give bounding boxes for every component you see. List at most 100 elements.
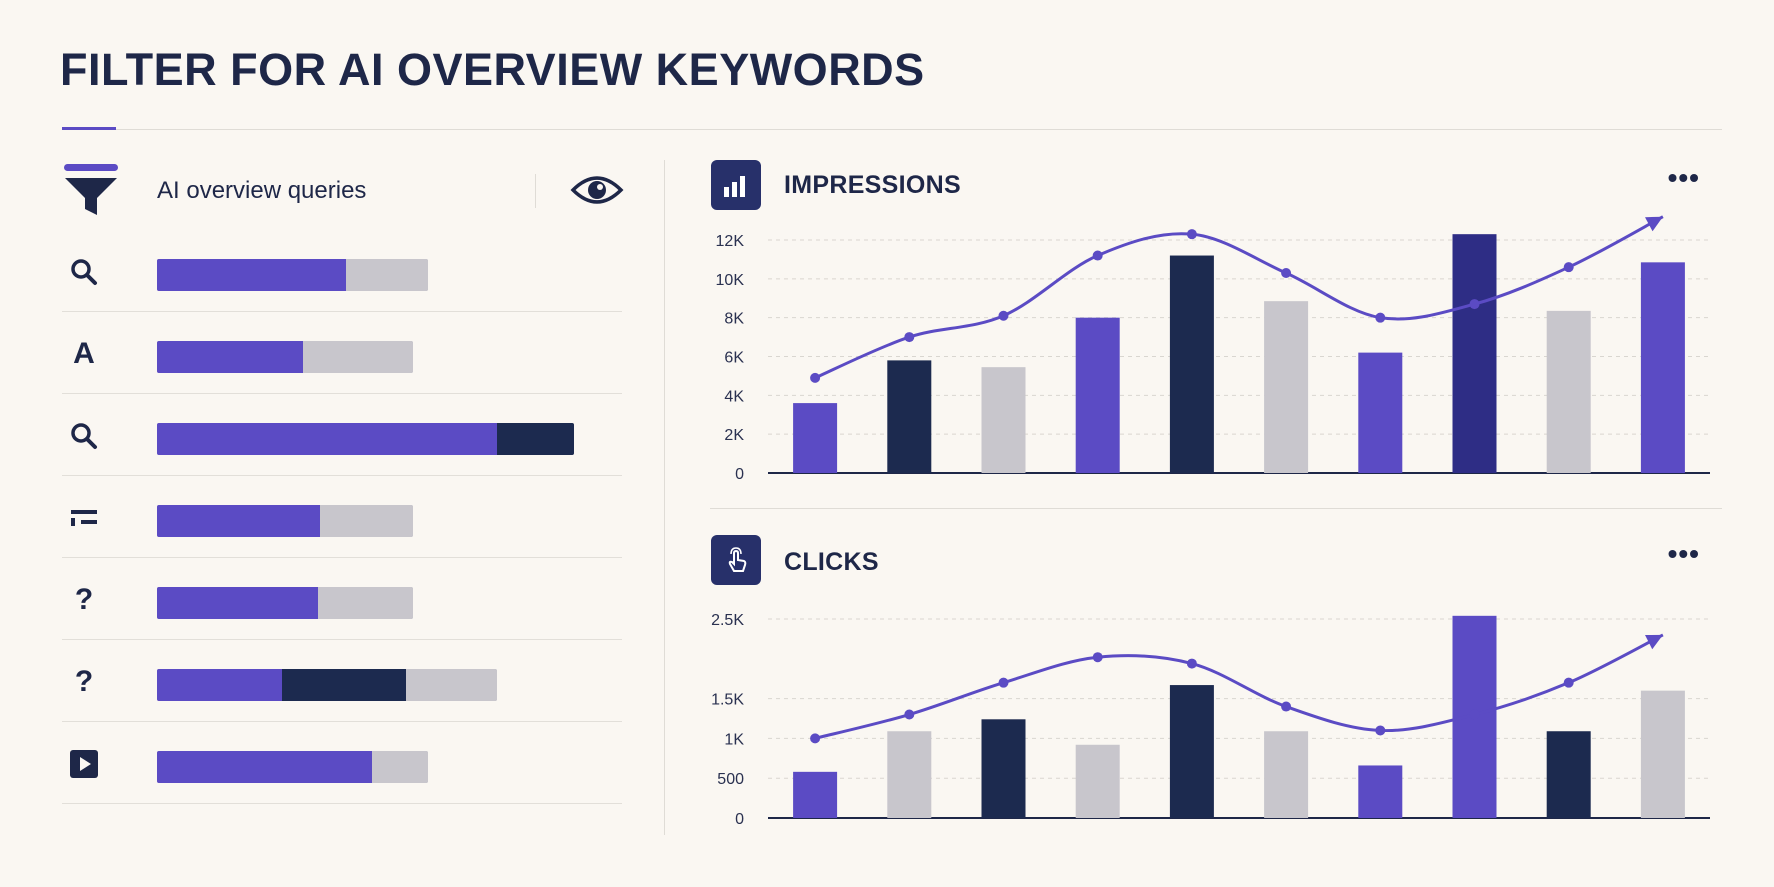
trend-point — [1375, 725, 1386, 736]
filter-header: AI overview queries — [62, 150, 624, 230]
trend-point — [998, 310, 1009, 321]
bar — [887, 731, 932, 818]
trend-arrowhead — [1645, 216, 1663, 232]
y-tick-label: 10K — [716, 272, 745, 289]
bar — [887, 360, 932, 473]
bar-segment — [157, 341, 304, 373]
filter-label: AI overview queries — [157, 177, 367, 204]
question-icon: ? — [74, 665, 94, 698]
y-tick-label: 1K — [724, 731, 744, 748]
bar-segment — [320, 505, 413, 537]
search-icon — [66, 254, 102, 290]
row-divider — [62, 803, 622, 804]
query-row[interactable]: A — [62, 312, 622, 394]
query-row[interactable] — [62, 722, 622, 804]
bar — [1075, 744, 1120, 818]
bar — [1452, 234, 1497, 473]
bar-segment — [318, 587, 413, 619]
y-tick-label: 1.5K — [711, 692, 744, 709]
bar-segment — [303, 341, 413, 373]
bar-segment — [157, 423, 497, 455]
bar-segment — [157, 669, 282, 701]
row-divider — [62, 475, 622, 476]
bar — [1358, 765, 1403, 818]
bar — [1546, 310, 1591, 473]
title-accent-bar — [62, 127, 116, 130]
query-row[interactable] — [62, 476, 622, 558]
trend-point — [1563, 677, 1574, 688]
row-divider — [62, 639, 622, 640]
bar-segment — [157, 259, 347, 291]
impressions-panel: IMPRESSIONS ••• 0 2K 4K 6K 8K 10K 12K — [710, 150, 1720, 500]
bar — [793, 771, 838, 818]
y-tick-label: 0 — [735, 811, 744, 828]
more-menu-button[interactable]: ••• — [1667, 538, 1700, 569]
search-icon — [66, 418, 102, 454]
question-icon: ? — [74, 583, 94, 616]
bar-segment — [281, 669, 407, 701]
trend-point — [904, 709, 915, 720]
trend-point — [1092, 250, 1103, 261]
bar — [1169, 255, 1214, 473]
query-row[interactable]: ? — [62, 558, 622, 640]
row-divider — [62, 393, 622, 394]
trend-point — [904, 332, 915, 343]
trend-point — [810, 372, 821, 383]
query-bar — [157, 587, 413, 619]
chart-title: CLICKS — [784, 548, 879, 576]
clicks-chart: 0 500 1K 1.5K 2.5K — [711, 612, 1710, 828]
trend-point — [1375, 312, 1386, 323]
trend-point — [998, 677, 1009, 688]
video-play-icon — [66, 746, 102, 782]
trend-point — [1563, 262, 1574, 273]
row-divider — [62, 721, 622, 722]
trend-point — [1469, 709, 1480, 720]
query-row[interactable] — [62, 394, 622, 476]
trend-point — [1186, 229, 1197, 240]
trend-point — [1092, 652, 1103, 663]
trend-point — [810, 733, 821, 744]
y-tick-label: 12K — [716, 233, 745, 250]
row-divider — [62, 311, 622, 312]
bar — [1358, 352, 1403, 473]
bar — [981, 719, 1026, 818]
bar-segment — [496, 423, 575, 455]
bar — [1546, 731, 1591, 818]
bar — [1264, 301, 1309, 473]
bar-segment — [157, 751, 372, 783]
page-title: FILTER FOR AI OVERVIEW KEYWORDS — [60, 44, 925, 95]
bar-segment — [157, 587, 319, 619]
y-tick-label: 2K — [724, 427, 744, 444]
snippet-icon — [66, 500, 102, 536]
query-row[interactable]: ? — [62, 640, 622, 722]
panel-divider — [664, 160, 665, 835]
query-bar — [157, 505, 413, 537]
trend-arrowhead — [1645, 634, 1663, 650]
bar — [1640, 262, 1685, 473]
trend-point — [1281, 701, 1292, 712]
y-tick-label: 2.5K — [711, 612, 744, 629]
funnel-icon — [64, 164, 118, 215]
trend-point — [1186, 658, 1197, 669]
query-row[interactable] — [62, 230, 622, 312]
hand-pointer-icon — [711, 535, 761, 585]
more-menu-button[interactable]: ••• — [1667, 162, 1700, 193]
eye-icon[interactable] — [570, 170, 624, 210]
trend-point — [1281, 268, 1292, 279]
filter-separator — [535, 174, 536, 208]
query-bar — [157, 423, 575, 455]
bar — [1640, 690, 1685, 818]
trend-line — [814, 215, 1664, 380]
query-bar — [157, 669, 497, 701]
letter-a-icon: A — [73, 337, 95, 370]
bar-chart-icon — [711, 160, 761, 210]
row-divider — [62, 557, 622, 558]
y-tick-label: 4K — [724, 388, 744, 405]
charts-divider — [710, 508, 1722, 509]
y-tick-label: 6K — [724, 350, 744, 367]
title-divider — [62, 129, 1722, 130]
bar-segment — [406, 669, 497, 701]
y-tick-label: 0 — [735, 466, 744, 483]
impressions-chart: 0 2K 4K 6K 8K 10K 12K — [716, 215, 1710, 483]
bar — [1075, 317, 1120, 473]
